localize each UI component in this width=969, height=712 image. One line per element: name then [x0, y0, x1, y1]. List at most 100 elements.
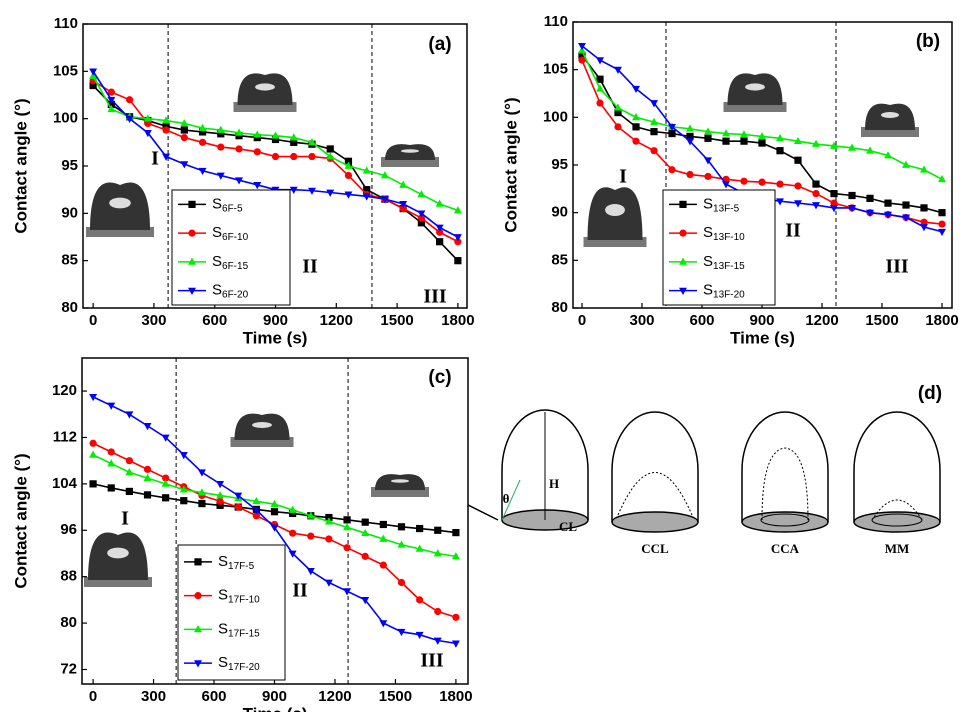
x-tick-label: 1800 [925, 312, 958, 329]
marker [325, 535, 332, 542]
diagram [468, 410, 940, 532]
marker [452, 614, 459, 621]
y-axis-title: Contact angle (°) [501, 97, 520, 232]
x-tick-label: 300 [141, 312, 166, 329]
figure: (d) θ H CL CCL CCA MM 030060090012001500… [0, 0, 969, 712]
y-tick-label: 104 [52, 475, 78, 492]
marker [436, 238, 443, 245]
marker [188, 230, 195, 237]
region-label: III [420, 650, 444, 672]
drop-highlight [109, 198, 131, 209]
marker [216, 481, 224, 488]
x-tick-label: 900 [749, 312, 774, 329]
drop-highlight [252, 422, 272, 428]
marker [398, 579, 405, 586]
marker [144, 423, 152, 430]
drop-inner [618, 473, 692, 516]
panel-label: (c) [428, 367, 451, 388]
marker [198, 500, 205, 507]
x-tick-label: 1800 [439, 688, 472, 705]
x-tick-label: 1200 [320, 312, 353, 329]
marker [920, 204, 927, 211]
marker [289, 530, 296, 537]
drop-highlight [391, 479, 409, 483]
y-tick-label: 80 [551, 299, 568, 316]
marker [343, 544, 350, 551]
drop-highlight [255, 83, 275, 90]
y-tick-label: 95 [61, 157, 78, 174]
marker [180, 497, 187, 504]
marker [884, 200, 891, 207]
marker [704, 135, 711, 142]
drop-highlight [605, 204, 625, 216]
x-tick-label: 1800 [441, 312, 474, 329]
marker [454, 257, 461, 264]
marker [217, 143, 224, 150]
x-tick-label: 600 [202, 688, 227, 705]
marker [144, 466, 151, 473]
x-tick-label: 300 [629, 312, 654, 329]
marker [194, 558, 201, 565]
marker [126, 96, 133, 103]
y-tick-label: 96 [60, 521, 77, 538]
region-label: I [121, 508, 129, 530]
marker [614, 123, 621, 130]
x-tick-label: 1500 [380, 312, 413, 329]
y-tick-label: 100 [53, 110, 78, 127]
marker [144, 491, 151, 498]
y-tick-label: 88 [60, 568, 77, 585]
legend: S6F-5S6F-10S6F-15S6F-20 [172, 190, 290, 305]
marker [740, 138, 747, 145]
marker [776, 147, 783, 154]
base [854, 512, 940, 532]
marker [362, 553, 369, 560]
y-tick-label: 80 [60, 614, 77, 631]
marker [452, 641, 460, 648]
theta-label: θ [503, 491, 510, 506]
x-tick-label: 1200 [318, 688, 351, 705]
drop-highlight [881, 112, 899, 118]
marker [271, 508, 278, 515]
y-tick-label: 105 [53, 62, 78, 79]
marker [632, 138, 639, 145]
y-tick-label: 105 [543, 61, 568, 78]
marker [758, 139, 765, 146]
marker [812, 190, 819, 197]
x-tick-label: 600 [689, 312, 714, 329]
marker [194, 592, 201, 599]
marker [668, 166, 675, 173]
marker [398, 523, 405, 530]
mode-label: CCL [641, 541, 669, 556]
marker [416, 596, 423, 603]
marker [938, 229, 946, 236]
y-tick-label: 90 [61, 204, 78, 221]
x-tick-label: 1500 [865, 312, 898, 329]
region-label: I [619, 166, 627, 188]
marker [650, 128, 657, 135]
panel-label: (a) [428, 34, 451, 55]
marker [848, 192, 855, 199]
marker [345, 172, 352, 179]
marker [181, 126, 188, 133]
marker [740, 178, 747, 185]
marker [307, 532, 314, 539]
marker [162, 494, 169, 501]
x-tick-label: 600 [202, 312, 227, 329]
marker [632, 86, 640, 93]
y-axis-title: Contact angle (°) [11, 453, 30, 588]
marker [679, 201, 686, 208]
height-label: H [549, 476, 559, 491]
marker [434, 608, 441, 615]
marker [380, 561, 387, 568]
drop-highlight [745, 83, 765, 90]
x-tick-label: 900 [262, 688, 287, 705]
marker [162, 126, 169, 133]
marker [380, 521, 387, 528]
cl-label: CL [559, 519, 577, 534]
marker [126, 488, 133, 495]
x-tick-label: 0 [89, 312, 97, 329]
y-tick-label: 110 [54, 15, 78, 32]
marker [416, 525, 423, 532]
marker [89, 451, 97, 458]
